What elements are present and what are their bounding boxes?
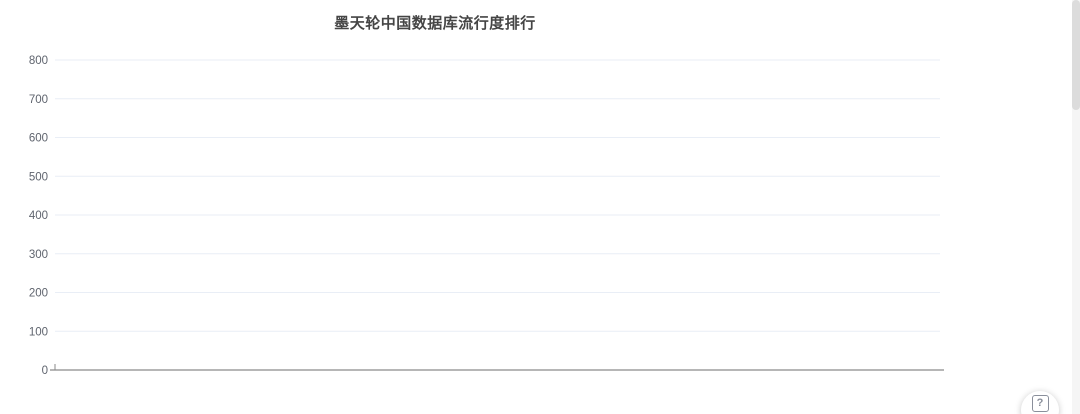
scrollbar-track[interactable] <box>1072 0 1080 414</box>
svg-text:700: 700 <box>29 94 48 106</box>
scrollbar-thumb[interactable] <box>1072 0 1080 110</box>
help-button[interactable]: ? <box>1021 391 1059 414</box>
svg-text:800: 800 <box>29 55 48 67</box>
gridlines <box>55 59 940 332</box>
svg-text:400: 400 <box>29 210 48 222</box>
svg-text:0: 0 <box>42 365 48 377</box>
y-axis-labels: 0 100 200 300 400 500 600 700 800 <box>29 55 48 377</box>
question-mark-icon: ? <box>1031 394 1049 412</box>
svg-text:500: 500 <box>29 171 48 183</box>
svg-text:200: 200 <box>29 288 48 300</box>
svg-text:600: 600 <box>29 133 48 145</box>
line-chart[interactable]: 0 100 200 300 400 500 600 700 800 <box>0 0 980 414</box>
svg-text:100: 100 <box>29 326 48 338</box>
svg-text:300: 300 <box>29 249 48 261</box>
chart-title: 墨天轮中国数据库流行度排行 <box>334 15 536 32</box>
